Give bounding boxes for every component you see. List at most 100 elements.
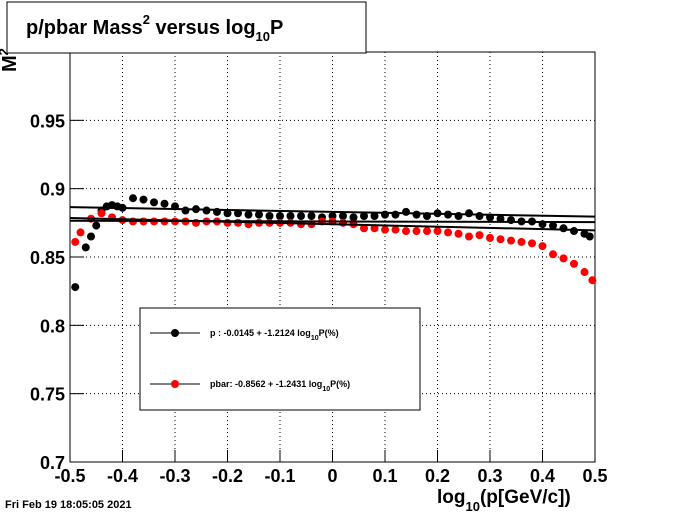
x-tick-label: 0.2 xyxy=(425,466,450,486)
x-label-end: (p[GeV/c]) xyxy=(480,487,571,508)
footer-date: Fri Feb 19 18:05:05 2021 xyxy=(5,499,132,511)
data-point xyxy=(370,212,379,220)
title-sub: 10 xyxy=(256,29,270,44)
x-tick-label: -0.1 xyxy=(264,466,295,486)
x-tick-label: 0.3 xyxy=(477,466,502,486)
data-point xyxy=(402,227,410,236)
data-point xyxy=(465,209,473,218)
data-point xyxy=(412,210,421,219)
data-point xyxy=(181,206,190,215)
data-point xyxy=(454,229,463,238)
data-point xyxy=(87,232,95,241)
data-point xyxy=(496,214,505,223)
fit-line xyxy=(69,206,596,218)
title-end: P xyxy=(270,17,283,39)
data-point xyxy=(549,250,557,259)
legend-marker xyxy=(171,329,179,337)
x-axis-label: log10(p[GeV/c]) xyxy=(437,487,571,514)
x-tick-label: -0.2 xyxy=(212,466,243,486)
legend-label-sub: 10 xyxy=(311,335,319,342)
legend-box xyxy=(139,307,421,411)
data-point xyxy=(559,254,568,263)
data-point xyxy=(433,227,442,236)
legend-label-end: P(%) xyxy=(330,379,350,389)
data-point xyxy=(97,209,106,218)
legend-marker xyxy=(171,380,179,388)
x-tick-label: -0.5 xyxy=(54,466,85,486)
y-tick-label: 0.75 xyxy=(30,385,65,405)
x-tick-label: -0.3 xyxy=(159,466,190,486)
data-point xyxy=(129,194,137,203)
data-point xyxy=(412,227,421,236)
data-point xyxy=(234,209,242,218)
data-point xyxy=(71,237,80,246)
data-point xyxy=(307,212,316,220)
data-point xyxy=(444,228,452,237)
x-tick-label: 0.5 xyxy=(582,466,607,486)
legend-label-sub: 10 xyxy=(322,386,330,393)
data-point xyxy=(570,259,578,268)
y-tick-label: 0.95 xyxy=(30,111,65,131)
data-point xyxy=(244,210,253,219)
data-point xyxy=(381,225,389,234)
fit-line xyxy=(69,219,596,224)
legend-label-end: P(%) xyxy=(319,328,339,338)
data-point xyxy=(402,207,410,216)
data-point xyxy=(391,210,400,219)
data-point xyxy=(585,232,594,241)
fit-line xyxy=(69,217,596,232)
data-point xyxy=(71,283,80,292)
title-main: p/pbar Mass xyxy=(26,17,143,39)
data-point xyxy=(465,232,473,241)
legend-label-main: pbar: -0.8562 + -1.2431 log xyxy=(210,379,322,389)
data-point xyxy=(423,227,431,236)
data-point xyxy=(81,243,90,252)
data-point xyxy=(528,239,536,248)
y-axis-label: M2 xyxy=(0,48,21,72)
data-point xyxy=(139,195,148,204)
data-point xyxy=(297,212,305,220)
legend-label: p : -0.0145 + -1.2124 log10P(%) xyxy=(210,328,339,342)
data-point xyxy=(475,231,484,240)
y-label-main: M xyxy=(0,55,21,72)
data-point xyxy=(588,276,597,285)
title-box xyxy=(6,1,367,54)
legend-label: pbar: -0.8562 + -1.2431 log10P(%) xyxy=(210,379,350,393)
title-sup: 2 xyxy=(143,12,150,27)
data-point xyxy=(92,221,101,230)
data-point xyxy=(76,228,85,237)
data-point xyxy=(580,268,589,277)
x-tick-label: 0.4 xyxy=(530,466,555,486)
data-point xyxy=(360,224,368,233)
x-tick-label: -0.4 xyxy=(107,466,138,486)
data-point xyxy=(391,225,400,234)
y-tick-label: 0.8 xyxy=(40,316,65,336)
data-point xyxy=(328,212,337,220)
data-point xyxy=(255,210,263,219)
data-point xyxy=(160,199,169,208)
data-point xyxy=(276,212,284,220)
data-point xyxy=(475,212,484,220)
data-point xyxy=(223,209,232,218)
data-point xyxy=(339,218,347,227)
data-point xyxy=(339,212,347,220)
data-point xyxy=(265,212,274,220)
data-point xyxy=(349,213,358,222)
data-point xyxy=(486,233,494,242)
x-tick-label: 0 xyxy=(327,466,337,486)
data-point xyxy=(549,221,557,230)
y-tick-label: 0.7 xyxy=(40,453,65,473)
data-point xyxy=(223,218,232,227)
data-point xyxy=(150,198,158,207)
y-label-sup: 2 xyxy=(0,48,11,55)
y-tick-label: 0.85 xyxy=(30,248,65,268)
chart-title: p/pbar Mass2 versus log10P xyxy=(26,12,283,44)
data-point xyxy=(360,212,368,220)
data-point xyxy=(496,235,505,244)
x-tick-label: 0.1 xyxy=(372,466,397,486)
legend-label-main: p : -0.0145 + -1.2124 log xyxy=(210,328,311,338)
title-mid: versus log xyxy=(150,17,256,39)
data-point xyxy=(370,224,379,233)
data-point xyxy=(570,227,578,236)
